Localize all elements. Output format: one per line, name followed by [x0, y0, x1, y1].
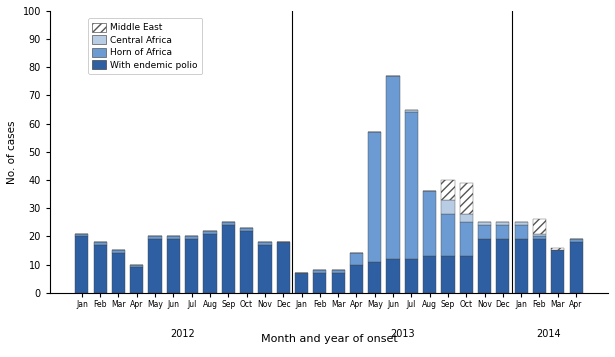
- Y-axis label: No. of cases: No. of cases: [7, 120, 17, 183]
- Bar: [130, 267, 143, 293]
- Bar: [442, 200, 454, 214]
- Bar: [222, 225, 235, 293]
- Bar: [148, 236, 162, 239]
- X-axis label: Month and year of onset: Month and year of onset: [261, 334, 397, 344]
- Bar: [496, 225, 509, 239]
- Bar: [222, 222, 235, 225]
- Text: 2013: 2013: [390, 330, 415, 340]
- Bar: [515, 222, 528, 225]
- Bar: [405, 112, 418, 259]
- Bar: [533, 220, 546, 233]
- Bar: [148, 239, 162, 293]
- Bar: [478, 239, 491, 293]
- Bar: [350, 265, 363, 293]
- Bar: [75, 233, 89, 236]
- Bar: [459, 214, 473, 222]
- Bar: [496, 239, 509, 293]
- Bar: [93, 242, 107, 245]
- Bar: [258, 242, 271, 245]
- Bar: [313, 273, 327, 293]
- Bar: [533, 239, 546, 293]
- Bar: [405, 259, 418, 293]
- Bar: [130, 265, 143, 267]
- Bar: [167, 239, 180, 293]
- Bar: [569, 242, 582, 293]
- Bar: [423, 256, 436, 293]
- Bar: [204, 231, 216, 233]
- Bar: [533, 233, 546, 236]
- Bar: [478, 222, 491, 225]
- Bar: [331, 273, 345, 293]
- Legend: Middle East, Central Africa, Horn of Africa, With endemic polio: Middle East, Central Africa, Horn of Afr…: [88, 18, 202, 74]
- Bar: [442, 256, 454, 293]
- Bar: [93, 245, 107, 293]
- Bar: [240, 231, 253, 293]
- Bar: [112, 251, 125, 253]
- Bar: [515, 225, 528, 239]
- Bar: [551, 251, 565, 293]
- Bar: [405, 110, 418, 112]
- Bar: [569, 239, 582, 242]
- Bar: [167, 236, 180, 239]
- Bar: [386, 259, 400, 293]
- Bar: [258, 245, 271, 293]
- Bar: [515, 239, 528, 293]
- Bar: [533, 236, 546, 239]
- Bar: [331, 270, 345, 273]
- Bar: [277, 242, 290, 293]
- Bar: [459, 256, 473, 293]
- Bar: [185, 236, 198, 239]
- Bar: [459, 183, 473, 214]
- Bar: [185, 239, 198, 293]
- Bar: [240, 228, 253, 231]
- Bar: [368, 132, 381, 262]
- Bar: [75, 236, 89, 293]
- Text: 2014: 2014: [536, 330, 561, 340]
- Bar: [459, 222, 473, 256]
- Bar: [295, 273, 308, 293]
- Text: 2012: 2012: [170, 330, 195, 340]
- Bar: [496, 222, 509, 225]
- Bar: [313, 270, 327, 273]
- Bar: [386, 76, 400, 259]
- Bar: [204, 233, 216, 293]
- Bar: [551, 248, 565, 251]
- Bar: [442, 180, 454, 200]
- Bar: [112, 253, 125, 293]
- Bar: [423, 191, 436, 256]
- Bar: [350, 253, 363, 265]
- Bar: [478, 225, 491, 239]
- Bar: [368, 262, 381, 293]
- Bar: [442, 214, 454, 256]
